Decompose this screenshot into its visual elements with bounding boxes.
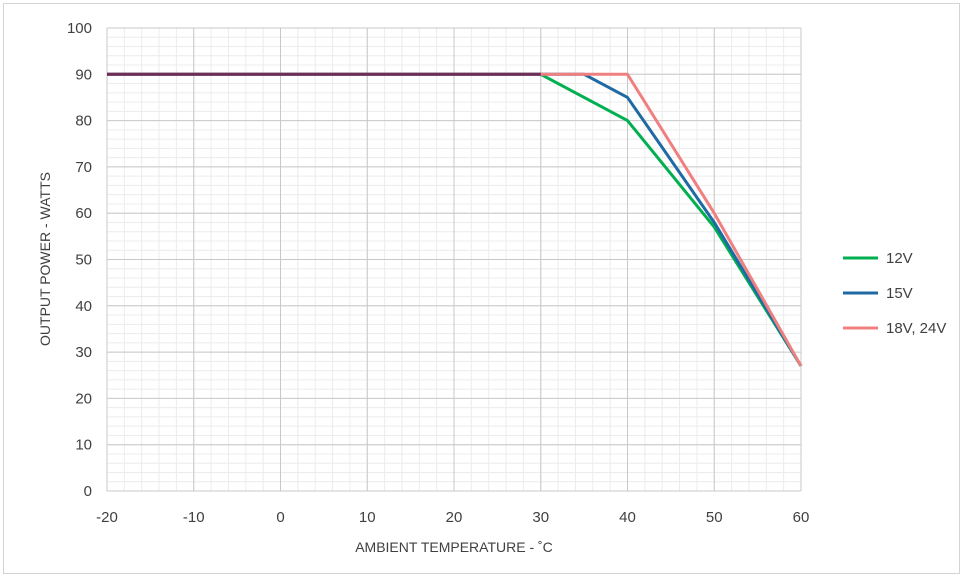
y-tick-label: 90 xyxy=(75,66,92,83)
y-tick-label: 10 xyxy=(75,437,92,454)
x-tick-label: -20 xyxy=(96,509,118,526)
y-axis-title: OUTPUT POWER - WATTS xyxy=(37,172,53,346)
y-axis-ticks: 0 10 20 30 40 50 60 70 80 90 100 xyxy=(67,20,92,500)
x-axis-title: AMBIENT TEMPERATURE - ˚C xyxy=(355,539,553,555)
y-tick-label: 70 xyxy=(75,159,92,176)
x-tick-label: 60 xyxy=(793,509,810,526)
series-lines xyxy=(107,72,803,367)
x-tick-label: 30 xyxy=(532,509,549,526)
y-tick-label: 100 xyxy=(67,20,92,37)
legend: 12V 15V 18V, 24V xyxy=(843,250,946,337)
legend-label-3: 18V, 24V xyxy=(886,320,946,337)
x-tick-label: 0 xyxy=(276,509,284,526)
x-tick-label: 50 xyxy=(706,509,723,526)
y-tick-label: 80 xyxy=(75,113,92,130)
y-tick-label: 40 xyxy=(75,298,92,315)
y-tick-label: 50 xyxy=(75,252,92,269)
legend-label-2: 15V xyxy=(886,285,913,302)
y-tick-label: 30 xyxy=(75,344,92,361)
x-axis-ticks: -20 -10 0 10 20 30 40 50 60 xyxy=(96,509,809,526)
legend-label-1: 12V xyxy=(886,250,913,267)
x-tick-label: 20 xyxy=(446,509,463,526)
x-tick-label: -10 xyxy=(183,509,205,526)
y-tick-label: 20 xyxy=(75,390,92,407)
y-tick-label: 60 xyxy=(75,205,92,222)
x-tick-label: 10 xyxy=(359,509,376,526)
major-gridlines xyxy=(106,27,802,492)
x-tick-label: 40 xyxy=(619,509,636,526)
y-tick-label: 0 xyxy=(84,483,92,500)
